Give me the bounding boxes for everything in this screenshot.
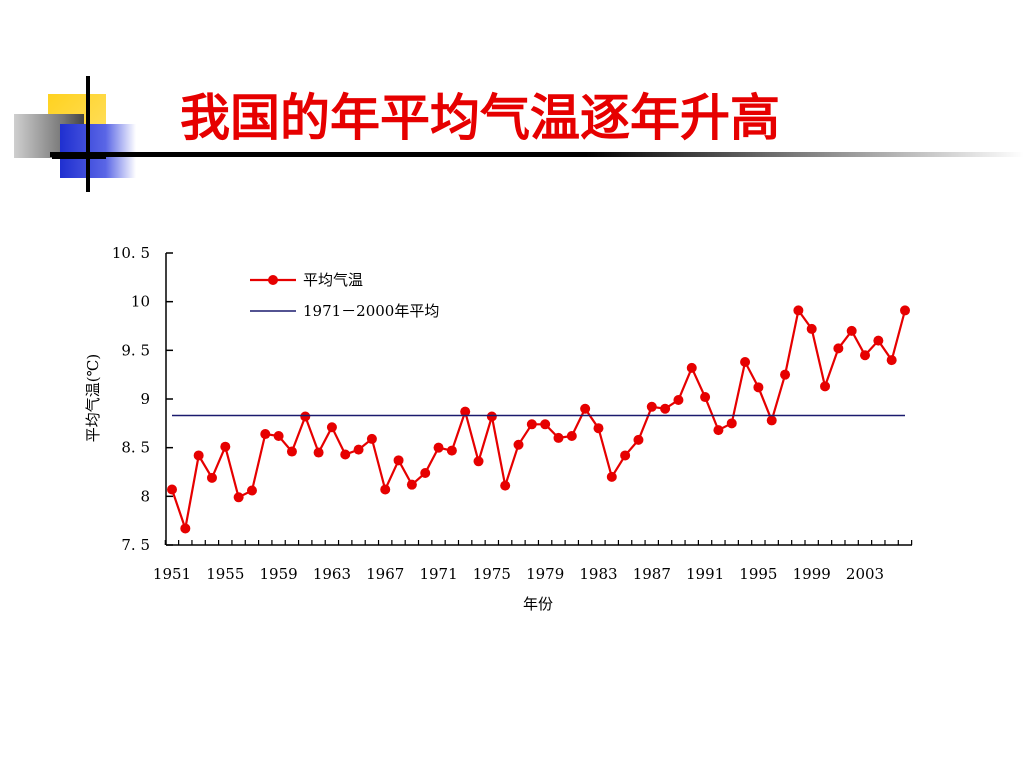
data-point (326, 422, 337, 433)
data-point (633, 434, 644, 445)
data-point (180, 523, 191, 534)
data-point (780, 369, 791, 380)
temperature-series-line (170, 307, 907, 533)
x-axis: 1951 1955 1959 1963 1967 1971 1975 1979 1983 1987… (153, 540, 913, 583)
data-point (553, 432, 564, 443)
y-tick-label: 7. 5 (121, 536, 150, 554)
data-point (713, 425, 724, 436)
x-tick-label: 1971 (419, 565, 457, 583)
data-point (420, 467, 431, 478)
data-point (580, 403, 591, 414)
data-point (393, 455, 404, 466)
data-point (753, 382, 764, 393)
data-point (500, 480, 511, 491)
data-point (260, 429, 271, 440)
data-point (206, 472, 217, 483)
data-point (606, 471, 617, 482)
data-point (620, 450, 631, 461)
data-point (313, 447, 324, 458)
data-point (766, 415, 777, 426)
data-point (433, 442, 444, 453)
data-point (686, 362, 697, 373)
data-point (806, 323, 817, 334)
data-point (273, 430, 284, 441)
data-point (193, 450, 204, 461)
data-point (740, 357, 751, 368)
data-point (726, 418, 737, 429)
data-point (886, 355, 897, 366)
data-point (526, 419, 537, 430)
x-tick-label: 1951 (153, 565, 191, 583)
data-point (540, 419, 551, 430)
data-point (460, 406, 471, 417)
x-tick-label: 1979 (526, 565, 564, 583)
title-decoration-horizontal-line (52, 156, 106, 159)
legend: 平均气温 1971－2000年平均 (250, 271, 439, 320)
x-tick-label: 1963 (313, 565, 351, 583)
x-tick-label: 1991 (686, 565, 724, 583)
y-tick-label: 8. 5 (121, 439, 150, 457)
x-tick-label: 2003 (846, 565, 884, 583)
data-point (793, 305, 804, 316)
data-point (220, 441, 231, 452)
x-tick-label: 1999 (793, 565, 831, 583)
y-tick-label: 9. 5 (121, 341, 150, 359)
data-point (473, 456, 484, 467)
data-point (900, 305, 910, 316)
data-point (340, 449, 351, 460)
data-point (846, 325, 857, 336)
y-tick-label: 10 (131, 293, 150, 311)
legend-marker (268, 275, 278, 285)
title-decoration-vertical-line (86, 76, 90, 192)
legend-label: 平均气温 (303, 271, 363, 289)
data-point (660, 403, 671, 414)
data-point (233, 492, 244, 503)
y-tick-label: 9 (140, 390, 150, 408)
data-point (593, 423, 604, 434)
data-point (646, 401, 657, 412)
data-point (406, 479, 417, 490)
x-tick-label: 1967 (366, 565, 404, 583)
y-tick-label: 8 (140, 487, 150, 505)
data-point (300, 411, 311, 422)
x-tick-label: 1955 (206, 565, 244, 583)
data-point (446, 445, 457, 456)
data-point (873, 335, 884, 346)
data-point (246, 485, 257, 496)
data-point (167, 484, 177, 495)
data-point (833, 343, 844, 354)
x-tick-label: 1975 (473, 565, 511, 583)
data-point (700, 392, 711, 403)
data-point (286, 446, 297, 457)
x-tick-label: 1995 (739, 565, 777, 583)
y-axis-label: 平均气温(℃) (84, 354, 102, 442)
data-point (353, 444, 364, 455)
data-point (486, 411, 497, 422)
slide-title: 我国的年平均气温逐年升高 (180, 89, 780, 147)
data-point (673, 394, 684, 405)
series-layer (167, 305, 910, 534)
x-tick-label: 1983 (579, 565, 617, 583)
y-tick-label: 10. 5 (112, 244, 150, 262)
legend-label: 1971－2000年平均 (303, 302, 439, 320)
data-point (366, 433, 377, 444)
data-point (860, 350, 871, 361)
data-point (513, 439, 524, 450)
x-tick-label: 1987 (633, 565, 671, 583)
x-tick-label: 1959 (260, 565, 298, 583)
title-decoration-blue-square (60, 124, 136, 178)
data-point (820, 381, 831, 392)
y-axis: 7. 5 8 8. 5 9 9. 5 10 10. 5 (112, 244, 173, 554)
data-point (566, 430, 577, 441)
title-underline (50, 152, 1024, 157)
data-point (380, 484, 391, 495)
x-axis-label: 年份 (523, 595, 553, 613)
